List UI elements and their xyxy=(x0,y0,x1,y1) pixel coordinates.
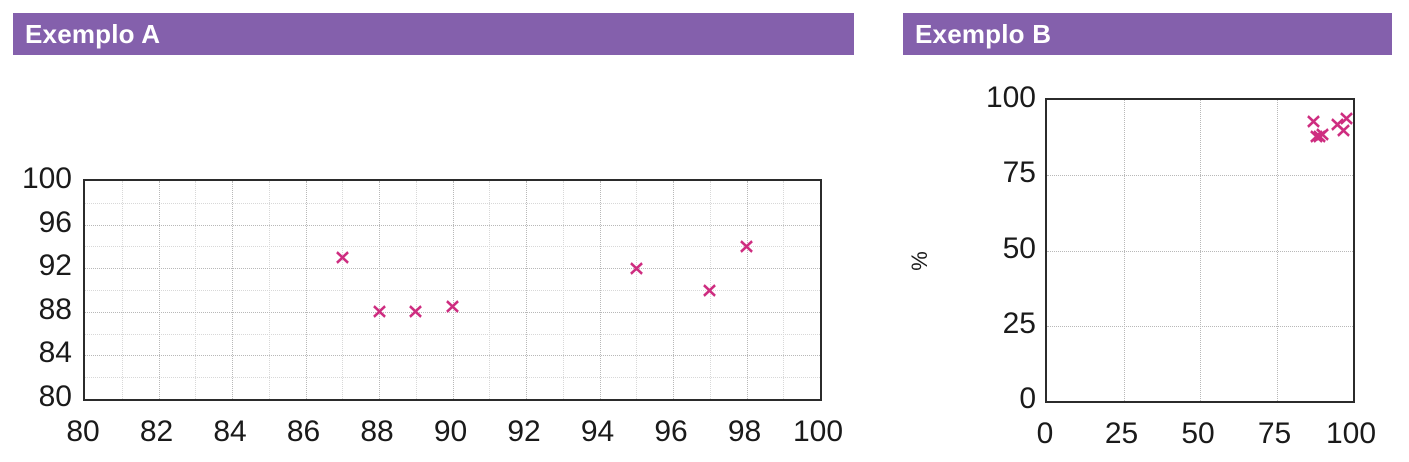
y-axis-tick-label: 92 xyxy=(38,249,72,283)
gridline-vertical xyxy=(599,181,601,399)
data-point-marker xyxy=(1305,113,1322,130)
x-axis-tick-label: 84 xyxy=(213,415,247,448)
y-axis-tick-label: 80 xyxy=(38,380,72,413)
x-axis-tick-label: 98 xyxy=(727,415,762,448)
x-axis-tick-label: 100 xyxy=(1325,417,1377,450)
panel-exemplo-b: Exemplo B 0 25 50 75 100 0 25 50 75 100 % xyxy=(890,0,1409,462)
x-axis-ticks-exemplo-b: 0 25 50 75 100 xyxy=(1037,417,1376,459)
y-axis-tick-label: 100 xyxy=(21,162,72,195)
panel-header-exemplo-a: Exemplo A xyxy=(13,13,854,55)
y-axis-tick-label: 96 xyxy=(38,205,72,239)
y-axis-ticks-exemplo-b: 0 25 50 75 100 xyxy=(940,83,1036,414)
gridline-vertical xyxy=(232,181,233,399)
gridline-horizontal xyxy=(1047,325,1353,327)
gridline-horizontal xyxy=(85,224,820,226)
x-axis-tick-label: 100 xyxy=(792,415,844,448)
x-axis-tick-label: 88 xyxy=(360,415,394,448)
x-axis-tick-label: 80 xyxy=(66,415,100,448)
data-point-marker xyxy=(1329,116,1346,133)
x-axis-tick-label: 0 xyxy=(1036,417,1054,450)
gridline-vertical xyxy=(158,181,160,399)
x-axis-tick-label: 90 xyxy=(433,415,468,448)
y-axis-tick-label: 75 xyxy=(1002,156,1036,190)
data-point-marker xyxy=(1338,110,1353,127)
x-axis-tick-label: 86 xyxy=(286,415,321,448)
gridline-vertical xyxy=(452,181,454,399)
x-axis-tick-label: 75 xyxy=(1257,417,1292,450)
y-axis-tick-label: 100 xyxy=(985,81,1036,114)
y-axis-title-percent: % xyxy=(906,251,932,271)
data-point-marker xyxy=(1335,122,1352,139)
x-axis-tick-label: 50 xyxy=(1181,417,1215,450)
y-axis-tick-label: 25 xyxy=(1002,306,1036,340)
x-axis-tick-label: 94 xyxy=(580,415,615,448)
gridline-vertical xyxy=(673,181,674,399)
page-title-b: Exemplo B xyxy=(915,19,1052,49)
y-axis-tick-label: 50 xyxy=(1002,231,1036,265)
y-axis-tick-label: 88 xyxy=(38,292,72,326)
x-axis-tick-label: 92 xyxy=(507,415,541,448)
gridline-vertical xyxy=(746,181,748,399)
gridline-horizontal xyxy=(1047,175,1353,177)
y-axis-tick-label: 0 xyxy=(1019,382,1036,415)
gridline-vertical xyxy=(305,181,307,399)
data-point-marker xyxy=(1308,128,1325,145)
y-axis-ticks-exemplo-a: 80 84 88 92 96 100 xyxy=(0,164,72,412)
gridline-horizontal xyxy=(85,311,820,313)
page-title: Exemplo A xyxy=(25,19,161,49)
plot-area-exemplo-a xyxy=(83,179,822,401)
x-axis-tick-label: 96 xyxy=(654,415,688,448)
gridline-vertical xyxy=(379,181,380,399)
gridline-horizontal xyxy=(85,355,820,357)
data-point-marker xyxy=(1311,128,1328,145)
data-point-marker xyxy=(1314,126,1331,143)
panel-header-exemplo-b: Exemplo B xyxy=(903,13,1392,55)
x-axis-tick-label: 82 xyxy=(139,415,174,448)
x-axis-tick-label: 25 xyxy=(1104,417,1139,450)
gridline-horizontal xyxy=(1047,250,1353,252)
gridline-horizontal xyxy=(85,268,820,270)
gridline-vertical xyxy=(526,181,527,399)
x-axis-ticks-exemplo-a: 80 82 84 86 88 90 92 94 96 98 100 xyxy=(66,415,843,457)
plot-area-exemplo-b xyxy=(1045,98,1355,403)
panel-exemplo-a: Exemplo A 80 84 88 92 96 100 80 82 84 86 88 90 92 94… xyxy=(0,13,854,457)
y-axis-tick-label: 84 xyxy=(38,336,72,370)
